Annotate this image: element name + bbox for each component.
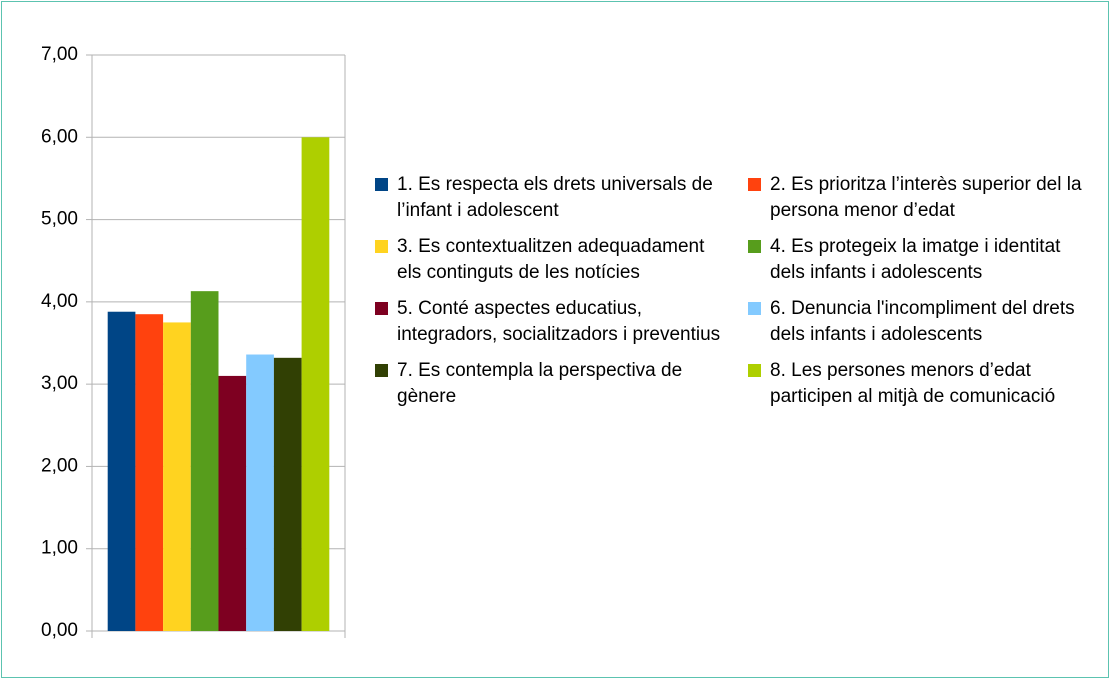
bar	[107, 311, 136, 631]
legend-item: 2. Es prioritza l’interès superior del l…	[745, 172, 1085, 223]
bar	[301, 137, 330, 632]
y-tick-label: 7,00	[41, 44, 78, 65]
bar	[246, 354, 274, 631]
bar	[163, 322, 191, 631]
legend-swatch	[748, 240, 761, 253]
legend-item: 1. Es respecta els drets universals de l…	[372, 172, 745, 223]
y-tick-label: 6,00	[41, 126, 78, 147]
y-tick-label: 3,00	[41, 373, 78, 394]
legend-label: 1. Es respecta els drets universals de l…	[397, 174, 713, 221]
legend-item: 5. Conté aspectes educatius, integradors…	[372, 296, 745, 347]
legend-swatch	[375, 240, 388, 253]
legend-label: 2. Es prioritza l’interès superior del l…	[770, 174, 1082, 221]
bar	[218, 375, 247, 631]
legend-item: 7. Es contempla la perspectiva de gènere	[372, 358, 745, 409]
legend-item: 3. Es contextualitzen adequadament els c…	[372, 234, 745, 285]
legend-swatch	[375, 302, 388, 315]
legend-swatch	[375, 178, 388, 191]
y-tick-label: 5,00	[41, 209, 78, 230]
legend-label: 5. Conté aspectes educatius, integradors…	[397, 298, 721, 345]
y-tick-label: 4,00	[41, 291, 78, 312]
legend-swatch	[748, 364, 761, 377]
bar	[273, 357, 302, 631]
legend-swatch	[748, 302, 761, 315]
legend-item: 6. Denuncia l'incompliment del drets del…	[745, 296, 1085, 347]
legend-swatch	[375, 364, 388, 377]
y-tick-label: 0,00	[41, 620, 78, 641]
legend-label: 7. Es contempla la perspectiva de gènere	[397, 360, 683, 407]
legend-label: 8. Les persones menors d’edat participen…	[770, 360, 1056, 407]
legend: 1. Es respecta els drets universals de l…	[372, 172, 1085, 409]
bar	[190, 291, 219, 631]
y-tick-label: 2,00	[41, 455, 78, 476]
bar	[135, 314, 164, 631]
legend-label: 3. Es contextualitzen adequadament els c…	[397, 236, 705, 283]
y-tick-label: 1,00	[41, 538, 78, 559]
legend-label: 6. Denuncia l'incompliment del drets del…	[770, 298, 1075, 345]
legend-swatch	[748, 178, 761, 191]
legend-label: 4. Es protegeix la imatge i identitat de…	[770, 236, 1061, 283]
legend-item: 4. Es protegeix la imatge i identitat de…	[745, 234, 1085, 285]
legend-item: 8. Les persones menors d’edat participen…	[745, 358, 1085, 409]
